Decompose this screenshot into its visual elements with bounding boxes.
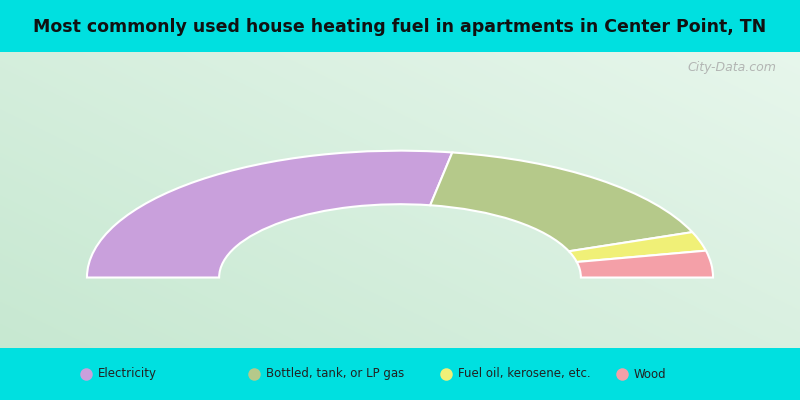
Wedge shape [87, 151, 452, 278]
Text: Bottled, tank, or LP gas: Bottled, tank, or LP gas [266, 368, 404, 380]
Text: Wood: Wood [634, 368, 666, 380]
Wedge shape [569, 232, 706, 262]
Text: Most commonly used house heating fuel in apartments in Center Point, TN: Most commonly used house heating fuel in… [34, 18, 766, 36]
Text: Fuel oil, kerosene, etc.: Fuel oil, kerosene, etc. [458, 368, 590, 380]
Text: Electricity: Electricity [98, 368, 157, 380]
Wedge shape [430, 152, 692, 251]
Wedge shape [577, 251, 713, 278]
Text: City-Data.com: City-Data.com [687, 61, 776, 74]
